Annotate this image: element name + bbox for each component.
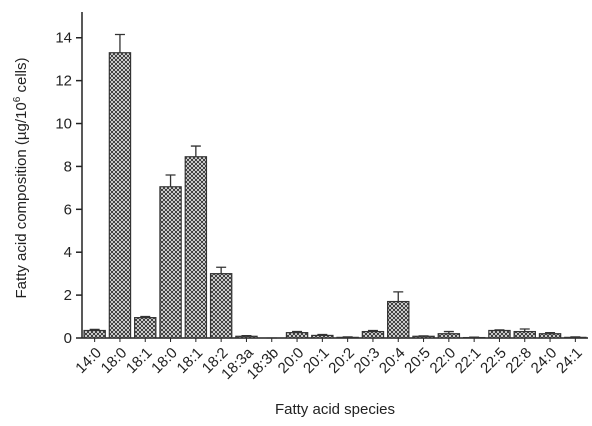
error-bar [216, 267, 226, 273]
x-tick-label: 20:2 [325, 344, 358, 377]
bar [211, 274, 232, 338]
x-tick-label: 24:1 [553, 344, 586, 377]
bar [539, 334, 560, 338]
bar [286, 333, 307, 338]
y-tick-label: 8 [64, 158, 72, 175]
x-tick-label: 18:1 [123, 344, 156, 377]
bar [84, 330, 105, 338]
bar [514, 332, 535, 338]
y-tick-label: 0 [64, 330, 72, 347]
y-tick-label: 12 [55, 73, 72, 90]
x-tick-label: 20:4 [376, 344, 409, 377]
x-tick-label: 24:0 [528, 344, 561, 377]
x-tick-label: 20:5 [401, 344, 434, 377]
y-tick-label: 2 [64, 287, 72, 304]
y-tick-label: 6 [64, 201, 72, 218]
bar [312, 335, 333, 338]
x-tick-label: 14:0 [72, 344, 105, 377]
y-tick-label: 14 [55, 30, 72, 47]
error-bar [393, 292, 403, 302]
x-tick-label: 18:1 [174, 344, 207, 377]
bar [109, 53, 130, 338]
x-tick-label: 22:8 [502, 344, 535, 377]
x-tick-label: 22:1 [452, 344, 485, 377]
x-tick-label: 18:0 [98, 344, 131, 377]
x-tick-label: 20:1 [300, 344, 333, 377]
bar [236, 336, 257, 338]
x-tick-label: 22:0 [427, 344, 460, 377]
y-tick-label: 4 [64, 244, 72, 261]
error-bar [166, 175, 176, 187]
error-bar [115, 35, 125, 53]
error-bar [494, 330, 504, 331]
x-tick-label: 22:5 [477, 344, 510, 377]
x-tick-label: 20:3 [351, 344, 384, 377]
bar [135, 318, 156, 338]
error-bar [241, 336, 251, 337]
bar [489, 330, 510, 338]
x-tick-label: 20:0 [275, 344, 308, 377]
bar [362, 332, 383, 338]
bar [185, 157, 206, 338]
x-axis-label: Fatty acid species [275, 401, 395, 418]
bar [413, 336, 434, 338]
x-tick-label: 18:0 [148, 344, 181, 377]
y-tick-label: 10 [55, 116, 72, 133]
bar [160, 187, 181, 338]
bar [438, 334, 459, 338]
y-axis-label: Fatty acid composition (µg/106 cells) [12, 58, 30, 299]
bar [388, 302, 409, 338]
error-bar [191, 146, 201, 157]
